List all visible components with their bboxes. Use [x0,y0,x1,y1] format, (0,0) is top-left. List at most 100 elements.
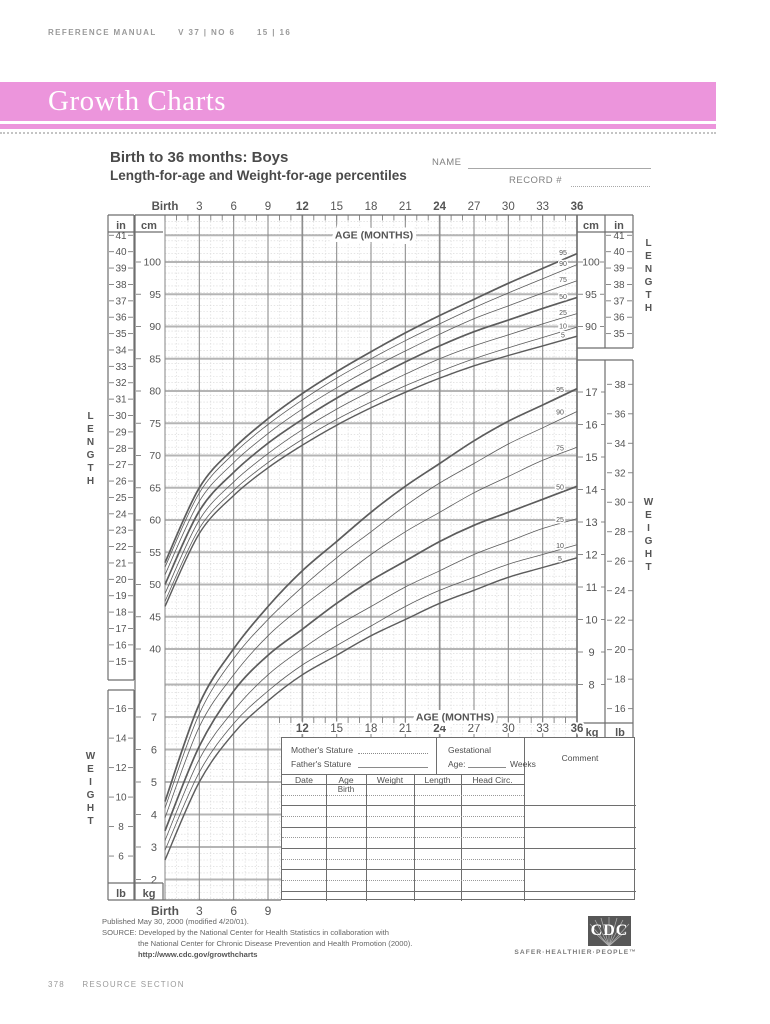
in-left-value: 25 [115,493,127,504]
month-label-bottom: 33 [536,723,549,735]
kg-right-value: 15 [585,452,597,464]
weight-percentile-label-10: 10 [556,543,564,550]
gestational-age-line [468,754,506,768]
unit-cm-left: cm [141,220,157,232]
month-label-top: 33 [536,201,549,213]
lb-right-value: 26 [614,557,626,568]
in-left-value: 37 [115,296,127,307]
name-field-line [468,158,651,169]
cm-right-value: 100 [582,257,600,269]
cm-left-value: 85 [149,353,161,365]
length-percentile-label-25: 25 [559,310,567,317]
lb-strip-value: 8 [118,822,124,833]
cm-left-value: 55 [149,547,161,559]
kg-right-value: 9 [588,647,594,659]
col-header-weight: Weight [376,774,404,785]
section-banner: Growth Charts [0,82,716,129]
length-percentile-label-5: 5 [561,333,565,340]
cm-left-value: 80 [149,386,161,398]
kg-right-value: 10 [585,615,597,627]
month-label-top: 30 [502,201,515,213]
month-label-top: 9 [265,201,271,213]
father-stature-line [358,754,428,768]
cm-left-value: 100 [143,257,161,269]
kg-strip-value: 2 [151,875,157,887]
length-percentile-curve-50 [164,296,578,585]
weight-percentile-curve-50 [164,485,578,832]
table-row-birth: Birth [337,784,355,794]
length-percentile-curve-90 [164,264,578,568]
weight-percentile-label-95: 95 [556,387,564,394]
table-row-divider-dotted [282,858,524,860]
weight-percentile-curve-90 [164,411,578,809]
table-row-divider-dotted [282,794,524,796]
col-header-length: Length [424,774,451,785]
length-percentile-curve-75 [164,280,578,575]
month-label-top: Birth [152,201,179,213]
col-header-head-circ: Head Circ. [472,774,513,785]
lb-right-value: 32 [614,468,626,479]
lb-strip-value: 12 [115,763,127,774]
cdc-logo: CDC [588,916,631,946]
cm-right-value: 95 [585,289,597,301]
unit-kg-right: kg [586,727,599,739]
length-percentile-label-95: 95 [559,250,567,257]
cm-left-value: 65 [149,482,161,494]
cm-right-value: 90 [585,321,597,333]
weight-percentile-curve-75 [164,446,578,818]
header-left: REFERENCE MANUAL [48,28,157,37]
in-left-value: 20 [115,575,127,586]
weight-axis-title-right: WEIGHT [643,497,654,575]
cdc-logo-rays-icon [589,917,630,946]
running-header: REFERENCE MANUAL V 37 | NO 6 15 | 16 [48,28,291,37]
name-label: NAME [432,157,462,168]
age-axis-title-bottom: AGE (MONTHS) [416,712,494,724]
banner-dotted-rule [0,132,716,134]
in-left-value: 28 [115,444,127,455]
in-left-value: 17 [115,624,127,635]
lb-strip-value: 6 [118,852,124,863]
cm-left-value: 40 [149,644,161,656]
cm-left-value: 90 [149,321,161,333]
mother-stature-label: Mother's Stature [291,745,354,755]
length-percentile-curve-95 [164,252,578,563]
kg-right-value: 13 [585,517,597,529]
kg-strip-value: 4 [151,810,157,822]
month-label-bottom: 15 [330,723,343,735]
weight-axis-title-left: WEIGHT [85,751,96,829]
kg-strip-value: 7 [151,712,157,724]
month-label-bottom: 30 [502,723,515,735]
page-number: 378 [48,980,65,989]
cm-left-value: 95 [149,289,161,301]
in-right-value: 38 [613,280,625,291]
length-percentile-curve-25 [164,313,578,594]
month-label-top: 6 [230,201,236,213]
measurement-table: Mother's Stature Father's Stature Gestat… [281,737,636,901]
kg-right-value: 14 [585,485,597,497]
table-row-divider-solid [282,869,636,871]
col-header-date: Date [295,774,313,785]
month-label-top: 27 [468,201,481,213]
in-right-value: 40 [613,247,625,258]
lb-right-value: 16 [614,704,626,715]
in-left-value: 18 [115,608,127,619]
length-axis-title-left: LENGTH [85,411,96,489]
mother-stature-line [358,740,428,754]
lb-right-value: 30 [614,498,626,509]
source-url: http://www.cdc.gov/growthcharts [138,950,258,959]
in-left-value: 35 [115,329,127,340]
table-line [282,784,524,785]
table-row-divider-solid [282,847,636,849]
cm-left-value: 45 [149,611,161,623]
unit-kg-strip: kg [143,888,156,900]
in-right-value: 41 [613,231,625,242]
in-left-value: 38 [115,280,127,291]
lb-right-value: 18 [614,675,626,686]
record-field-line [571,176,650,187]
table-row-divider-solid [282,890,636,892]
header-right: 15 | 16 [256,28,292,37]
in-left-value: 39 [115,264,127,275]
unit-cm-right: cm [583,220,599,232]
table-row-divider-dotted [282,837,524,839]
table-row-divider-solid [282,805,636,807]
